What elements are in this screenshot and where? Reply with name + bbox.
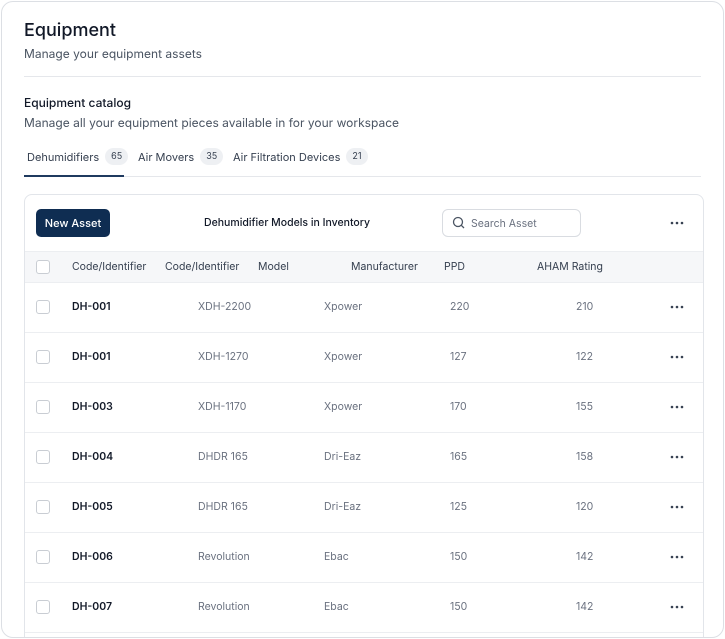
table-cell: Revolution (198, 550, 250, 563)
tab-count: 21 (346, 148, 368, 165)
table-cell: 210 (576, 300, 594, 313)
divider (24, 76, 701, 77)
row-checkbox[interactable] (36, 350, 50, 364)
tab-count: 35 (200, 148, 224, 165)
table-header: Code/Identifier Code/Identifier Model Manuf… (25, 251, 703, 283)
table-row: DH-001 XDH-2200 Xpower 220 210 (25, 282, 703, 333)
row-menu[interactable] (669, 403, 685, 411)
page-title: Equipment (24, 20, 116, 41)
table-row: DH-003 XDH-1170 Xpower 170 155 (25, 382, 703, 433)
table-cell: 127 (450, 350, 467, 363)
table-cell: XDH-1170 (198, 400, 247, 413)
search-placeholder: Search Asset (471, 216, 537, 230)
tab-label: Dehumidifiers (27, 149, 100, 164)
row-menu[interactable] (669, 353, 685, 361)
tab[interactable]: Air Movers 35 (138, 148, 224, 165)
table-cell: 170 (450, 400, 467, 413)
table-row: DH-006 Revolution Ebac 150 142 (25, 532, 703, 583)
tab-count: 65 (105, 148, 129, 165)
table-row: DH-004 DHDR 165 Dri-Eaz 165 158 (25, 432, 703, 483)
table-cell: 150 (450, 550, 468, 563)
row-checkbox[interactable] (36, 600, 50, 614)
row-checkbox[interactable] (36, 500, 50, 514)
row-menu[interactable] (669, 553, 685, 561)
page-subtitle: Manage your equipment assets (24, 46, 202, 61)
asset-code: DH-001 (72, 300, 111, 313)
table-row: DH-007 Revolution Ebac 150 142 (25, 582, 703, 633)
row-checkbox[interactable] (36, 300, 50, 314)
table-cell: XDH-2200 (198, 300, 252, 313)
column-header: Model (258, 260, 289, 273)
table-cell: Xpower (324, 400, 363, 413)
table-cell: 150 (450, 600, 468, 613)
row-checkbox[interactable] (36, 450, 50, 464)
column-header: AHAM Rating (537, 260, 603, 273)
table-card: New Asset Dehumidifier Models in Invento… (24, 194, 704, 637)
search-icon (452, 216, 465, 229)
table-cell: DHDR 165 (198, 500, 248, 513)
table-cell: 220 (450, 300, 470, 313)
table-cell: Xpower (324, 350, 363, 363)
select-all-checkbox[interactable] (36, 260, 50, 274)
table-cell: 142 (576, 600, 594, 613)
asset-code: DH-007 (72, 600, 112, 613)
table-cell: XDH-1270 (198, 350, 249, 363)
tab-label: Air Movers (138, 149, 195, 164)
table-row: DH-001 XDH-1270 Xpower 127 122 (25, 332, 703, 383)
table-cell: 165 (450, 450, 468, 463)
column-header: Code/Identifier (165, 260, 240, 273)
row-menu[interactable] (669, 503, 685, 511)
section-subtitle: Manage all your equipment pieces availab… (24, 115, 400, 130)
asset-code: DH-006 (72, 550, 113, 563)
table-cell: Ebac (324, 550, 349, 563)
toolbar-menu[interactable] (669, 219, 685, 227)
asset-code: DH-003 (72, 400, 113, 413)
tab[interactable]: Dehumidifiers 65 (27, 148, 129, 165)
table-title: Dehumidifier Models in Inventory (204, 216, 371, 229)
table-cell: 120 (576, 500, 594, 513)
column-header: Manufacturer (351, 260, 418, 273)
table-cell: 125 (450, 500, 468, 513)
row-checkbox[interactable] (36, 550, 50, 564)
tab[interactable]: Air Filtration Devices 21 (233, 148, 368, 165)
row-menu[interactable] (669, 303, 685, 311)
table-cell: 158 (576, 450, 594, 463)
tabs-divider (24, 176, 701, 177)
table-cell: 122 (576, 350, 594, 363)
column-header: Code/Identifier (72, 260, 147, 273)
active-tab-indicator (24, 175, 124, 177)
table-cell: Dri-Eaz (324, 450, 362, 463)
search-input[interactable]: Search Asset (442, 209, 581, 237)
table-cell: Ebac (324, 600, 349, 613)
table-row: DH-005 DHDR 165 Dri-Eaz 125 120 (25, 482, 703, 533)
tab-label: Air Filtration Devices (233, 149, 341, 164)
row-menu[interactable] (669, 603, 685, 611)
section-title: Equipment catalog (24, 95, 132, 110)
table-cell: Dri-Eaz (324, 500, 362, 513)
asset-code: DH-004 (72, 450, 114, 463)
new-asset-button[interactable]: New Asset (36, 209, 110, 237)
row-menu[interactable] (669, 453, 685, 461)
table-cell: Revolution (198, 600, 250, 613)
asset-code: DH-001 (72, 350, 111, 363)
row-checkbox[interactable] (36, 400, 50, 414)
column-header: PPD (444, 260, 465, 273)
table-cell: Xpower (324, 300, 363, 313)
table-cell: 142 (576, 550, 594, 563)
table-cell: DHDR 165 (198, 450, 248, 463)
asset-code: DH-005 (72, 500, 113, 513)
table-cell: 155 (576, 400, 594, 413)
